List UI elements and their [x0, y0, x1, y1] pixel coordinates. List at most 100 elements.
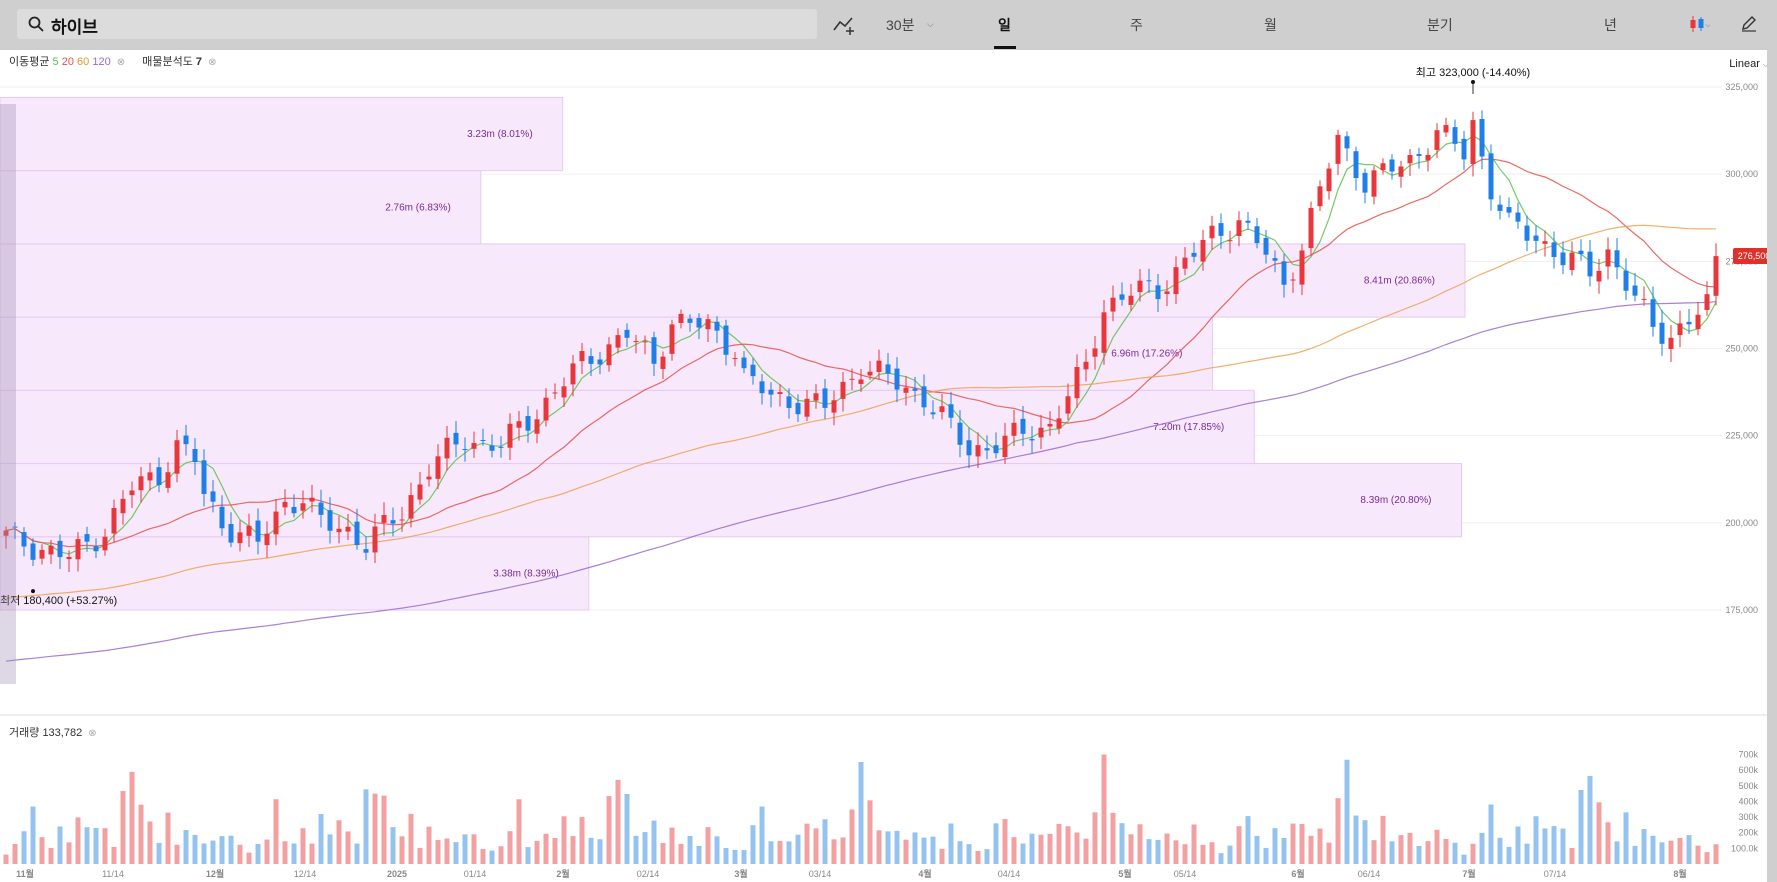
timeframe-day[interactable]: 일: [998, 17, 1011, 33]
volume-bar: [1182, 844, 1188, 864]
volume-bar: [957, 841, 963, 864]
search-input[interactable]: 하이브: [51, 18, 98, 37]
drawing-tool-icon[interactable]: [832, 14, 856, 36]
candle: [1650, 286, 1656, 337]
search-box[interactable]: 하이브: [17, 9, 817, 39]
price-tick-label: 250,000: [1725, 344, 1758, 354]
volume-bar: [930, 836, 936, 864]
candle-body: [813, 393, 819, 401]
candle-body: [453, 432, 459, 445]
volume-bar: [111, 846, 117, 864]
candle-body: [111, 508, 117, 534]
volume-bar: [831, 839, 837, 864]
volume-bar: [606, 796, 612, 864]
volume-bar: [507, 831, 513, 864]
candle: [1434, 123, 1440, 159]
volume-bar: [1011, 837, 1017, 864]
candle-type-icon[interactable]: ⌵: [1688, 14, 1710, 34]
volume-bar: [1047, 833, 1053, 864]
candle: [1335, 129, 1341, 176]
candle: [75, 532, 81, 572]
volume-bar: [471, 834, 477, 864]
candle-body: [363, 549, 369, 553]
candle: [921, 374, 927, 416]
candle: [795, 394, 801, 422]
volume-bar: [615, 779, 621, 864]
volume-bar: [1668, 840, 1674, 864]
candle-body: [1407, 155, 1413, 164]
candle: [363, 536, 369, 561]
high-annotation: 최고 323,000 (-14.40%): [1416, 66, 1530, 79]
candle-body: [183, 435, 189, 445]
candle-body: [984, 448, 990, 451]
remove-vp-icon[interactable]: ⊗: [208, 57, 217, 68]
candle-body: [768, 389, 774, 395]
candle: [1632, 273, 1638, 302]
candle: [903, 376, 909, 406]
timeframe-month[interactable]: 월: [1264, 17, 1277, 33]
candle-body: [1461, 138, 1467, 160]
candle-body: [777, 392, 783, 394]
candle: [246, 513, 252, 548]
price-axis: 325,000300,000275,000250,000225,000200,0…: [1725, 82, 1758, 615]
candle-body: [1065, 396, 1071, 414]
candle-body: [21, 532, 27, 547]
candle: [1236, 211, 1242, 247]
candle: [165, 462, 171, 493]
volume-bar: [246, 852, 252, 864]
timeframe-quarter[interactable]: 분기: [1427, 17, 1453, 33]
candle: [1416, 147, 1422, 169]
volume-bar: [498, 846, 504, 864]
remove-volume-icon[interactable]: ⊗: [88, 728, 97, 739]
timeframe-week[interactable]: 주: [1130, 17, 1143, 33]
candle-body: [219, 506, 225, 529]
volume-bar: [372, 793, 378, 864]
candle: [417, 472, 423, 505]
volume-bar: [354, 843, 360, 864]
svg-text:⌵: ⌵: [1705, 20, 1710, 29]
volume-bar: [12, 843, 18, 864]
volume-bar: [1128, 834, 1134, 864]
candle: [867, 360, 873, 380]
volume-bar: [1560, 828, 1566, 864]
chart-panel[interactable]: 3.38m (8.39%) 8.39m (20.80%) 7.20m (17.85%…: [0, 50, 1777, 882]
volume-bar: [777, 840, 783, 864]
volume-bar: [1344, 759, 1350, 864]
volume-bar: [48, 847, 54, 864]
chevron-down-icon[interactable]: ⌵: [927, 19, 934, 29]
candle-body: [642, 341, 648, 343]
volume-bar: [1227, 845, 1233, 864]
remove-ma-icon[interactable]: ⊗: [116, 57, 126, 68]
time-tick-label: 2월: [556, 868, 569, 879]
volume-bar: [417, 847, 423, 864]
timeframe-30min[interactable]: 30분: [886, 17, 915, 33]
scale-mode[interactable]: Linear ⌵: [1729, 58, 1769, 70]
volume-bar: [588, 837, 594, 864]
candle: [498, 436, 504, 458]
candle: [489, 434, 495, 458]
time-tick-label: 02/14: [637, 869, 660, 879]
candle: [714, 316, 720, 344]
price-chart[interactable]: 3.38m (8.39%) 8.39m (20.80%) 7.20m (17.85%…: [0, 50, 1777, 882]
candle: [1614, 238, 1620, 280]
candle-body: [885, 364, 891, 374]
timeframe-year[interactable]: 년: [1604, 17, 1617, 33]
volume-bar: [426, 826, 432, 864]
candle-body: [1290, 279, 1296, 281]
volume-bar: [228, 835, 234, 864]
candle: [462, 437, 468, 462]
candle-body: [1245, 220, 1251, 223]
edit-pencil-icon[interactable]: [1740, 14, 1758, 32]
candle: [1344, 131, 1350, 162]
price-tick-label: 225,000: [1725, 431, 1758, 441]
time-tick-label: 05/14: [1174, 869, 1197, 879]
candle-body: [975, 445, 981, 457]
volume-profile-bar: [0, 170, 482, 245]
candle-body: [1551, 242, 1557, 258]
time-tick-label: 11/14: [102, 869, 124, 879]
candle-body: [57, 540, 63, 558]
candle: [1668, 325, 1674, 362]
candle: [381, 502, 387, 536]
volume-bar: [93, 827, 99, 864]
annotation-layer: 최고 323,000 (-14.40%) 최저 180,400 (+53.27%): [0, 66, 1530, 607]
